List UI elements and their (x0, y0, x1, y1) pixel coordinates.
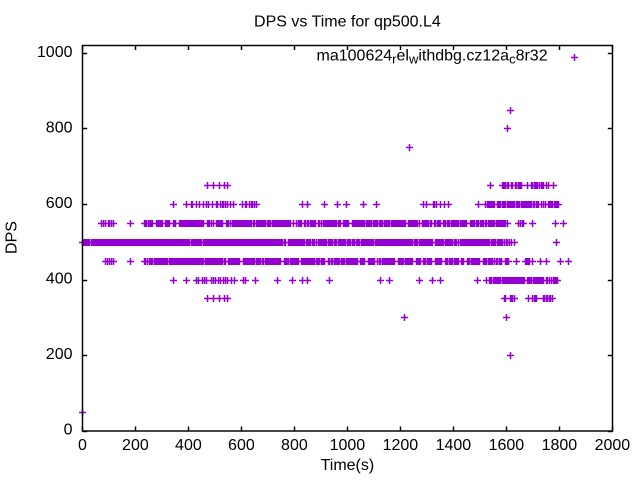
svg-text:1400: 1400 (436, 437, 472, 454)
svg-text:1000: 1000 (37, 44, 73, 61)
svg-text:0: 0 (64, 422, 73, 439)
svg-text:2000: 2000 (595, 437, 631, 454)
svg-text:200: 200 (122, 437, 149, 454)
svg-text:0: 0 (78, 437, 87, 454)
svg-text:200: 200 (46, 346, 73, 363)
svg-text:1000: 1000 (330, 437, 366, 454)
svg-text:DPS: DPS (4, 221, 21, 254)
svg-text:1200: 1200 (383, 437, 419, 454)
svg-text:ma100624relwithdbg.cz12ac8r32: ma100624relwithdbg.cz12ac8r32 (317, 47, 548, 66)
svg-text:400: 400 (175, 437, 202, 454)
svg-text:400: 400 (46, 270, 73, 287)
svg-text:800: 800 (46, 119, 73, 136)
svg-text:Time(s): Time(s) (321, 457, 375, 474)
svg-text:1800: 1800 (542, 437, 578, 454)
svg-text:800: 800 (281, 437, 308, 454)
svg-text:1600: 1600 (489, 437, 525, 454)
svg-text:600: 600 (228, 437, 255, 454)
svg-text:DPS vs Time for qp500.L4: DPS vs Time for qp500.L4 (254, 13, 441, 30)
svg-text:600: 600 (46, 195, 73, 212)
